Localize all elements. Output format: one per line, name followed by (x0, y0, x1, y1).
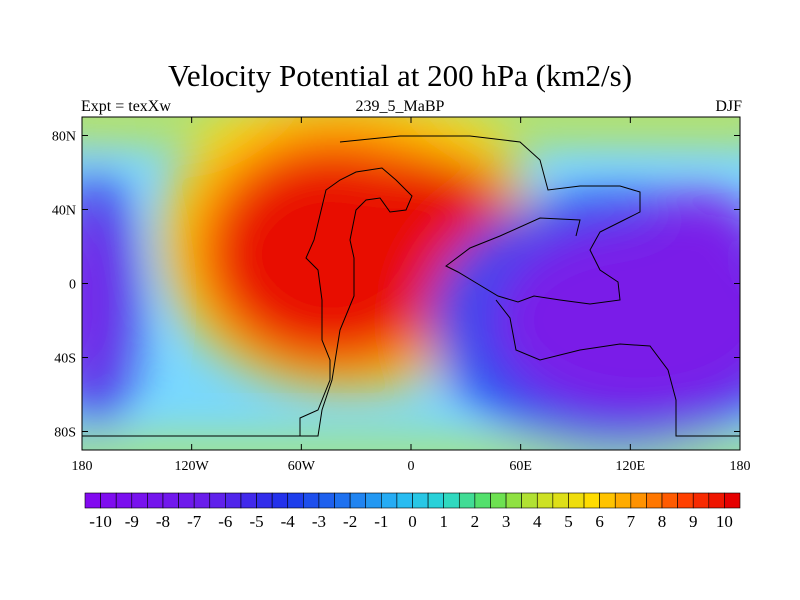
colorbar-label: 6 (595, 512, 604, 531)
colorbar-box (365, 492, 382, 509)
longitude-axis: 180 120W 60W 0 60E 120E 180 (72, 117, 751, 474)
colorbar-label: -1 (374, 512, 388, 531)
colorbar-box (614, 492, 632, 509)
season-label: DJF (715, 98, 742, 115)
coastline-south (495, 299, 740, 437)
colorbar-box (287, 492, 304, 509)
colorbar-box (490, 492, 507, 509)
colorbar-label: -2 (343, 512, 357, 531)
colorbar-box (193, 492, 211, 509)
colorbar-box (536, 492, 554, 509)
colorbar-box (396, 492, 413, 509)
colorbar-label: 0 (408, 512, 417, 531)
colorbar-label: 2 (471, 512, 480, 531)
colorbar-box (412, 492, 429, 509)
colorbar-box (724, 492, 741, 509)
latitude-axis: 80N 40N 0 40S 80S (52, 130, 740, 441)
colorbar-box (692, 492, 710, 509)
field-min-core (490, 220, 740, 420)
colorbar-label: -10 (89, 512, 112, 531)
colorbar-box (708, 492, 725, 509)
colorbar-box (318, 492, 335, 509)
coastline-west (299, 167, 413, 437)
colorbar-box (427, 492, 444, 509)
colorbar: -10 -9 -8 -7 -6 -5 -4 -3 -2 -1 0 1 2 3 4 5 6 7 8 9 10 (84, 492, 741, 531)
colorbar-box (521, 492, 538, 509)
colorbar-box (381, 492, 398, 509)
colorbar-box (505, 492, 522, 509)
x-tick-label: 180 (730, 459, 751, 474)
continent-outlines (82, 135, 740, 437)
colorbar-box (100, 492, 117, 509)
colorbar-label: 9 (689, 512, 698, 531)
x-tick-label: 0 (408, 459, 415, 474)
colorbar-label: 10 (716, 512, 733, 531)
x-tick-label: 120W (175, 459, 210, 474)
y-tick-label: 40N (52, 204, 76, 219)
colorbar-box (303, 492, 320, 509)
experiment-label: Expt = texXw (81, 98, 171, 115)
colorbar-box (225, 492, 242, 509)
colorbar-box (162, 492, 179, 509)
colorbar-box (568, 492, 585, 509)
y-tick-label: 40S (54, 352, 76, 367)
map-title: Velocity Potential at 200 hPa (km2/s) (167, 58, 633, 93)
colorbar-label: -9 (125, 512, 139, 531)
x-tick-label: 120E (616, 459, 646, 474)
colorbar-label: 8 (658, 512, 667, 531)
colorbar-box (147, 492, 164, 509)
run-label: 239_5_MaBP (355, 98, 445, 115)
field-shading (82, 117, 740, 450)
colorbar-label: -6 (218, 512, 232, 531)
field-max-lobe (350, 155, 510, 265)
field-min-lobe (640, 190, 740, 290)
colorbar-box (334, 492, 351, 509)
colorbar-box (84, 492, 101, 509)
colorbar-box (474, 492, 491, 509)
colorbar-label: 3 (502, 512, 511, 531)
colorbar-label: -8 (156, 512, 170, 531)
colorbar-label: -7 (187, 512, 202, 531)
colorbar-label: -4 (281, 512, 296, 531)
y-tick-label: 80N (52, 130, 76, 145)
colorbar-box (256, 492, 273, 509)
y-tick-label: 0 (69, 278, 76, 293)
colorbar-label: 7 (627, 512, 636, 531)
colorbar-box (178, 492, 195, 509)
x-tick-label: 60E (509, 459, 532, 474)
x-tick-label: 180 (72, 459, 93, 474)
colorbar-box (552, 492, 569, 509)
colorbar-label: -3 (312, 512, 326, 531)
x-tick-label: 60W (288, 459, 316, 474)
colorbar-label: 4 (533, 512, 542, 531)
colorbar-box (583, 492, 600, 509)
colorbar-box (115, 492, 133, 509)
colorbar-box (209, 492, 226, 509)
colorbar-box (661, 492, 678, 509)
colorbar-box (458, 492, 476, 509)
colorbar-box (131, 492, 148, 509)
coastline-north (339, 135, 641, 305)
colorbar-box (646, 492, 663, 509)
colorbar-box (677, 492, 694, 509)
colorbar-label: -5 (249, 512, 263, 531)
y-tick-label: 80S (54, 426, 76, 441)
colorbar-box (349, 492, 367, 509)
colorbar-label: 1 (439, 512, 448, 531)
colorbar-box (443, 492, 460, 509)
colorbar-box (240, 492, 257, 509)
west-min-core (82, 200, 118, 400)
colorbar-box (599, 492, 616, 509)
colorbar-box (630, 492, 647, 509)
contour-field (82, 117, 740, 450)
colorbar-label: 5 (564, 512, 573, 531)
colorbar-box (271, 492, 289, 509)
